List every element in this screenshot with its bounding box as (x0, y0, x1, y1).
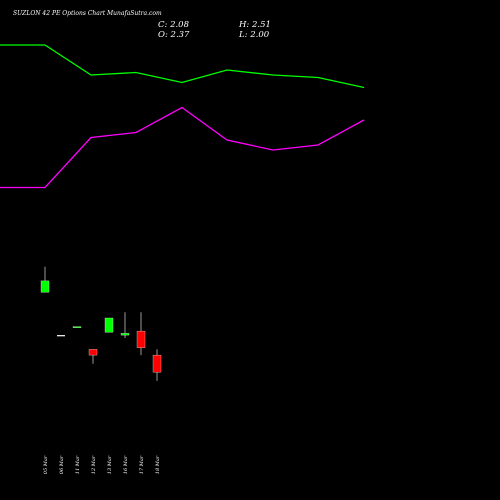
chart-title: SUZLON 42 PE Options Chart MunafaSutra.c… (13, 10, 162, 17)
candle-body (104, 317, 114, 333)
candle-body (136, 330, 146, 348)
indicator-lines (0, 44, 365, 189)
open-value: O: 2.37 (158, 30, 190, 40)
high-value: H: 2.51 (238, 20, 271, 30)
date-tick-label: 13 Mar (107, 455, 113, 474)
low-value: L: 2.00 (238, 30, 270, 40)
date-tick-label: 17 Mar (139, 455, 145, 474)
candle-body (57, 335, 65, 337)
candle-body (40, 280, 50, 293)
date-tick-label: 12 Mar (91, 455, 97, 474)
date-tick-label: 06 Mar (59, 455, 65, 474)
date-tick-label: 16 Mar (123, 455, 129, 474)
indicator-line-bottom (0, 106, 365, 189)
candles (40, 266, 162, 381)
date-tick-label: 05 Mar (43, 455, 49, 474)
candle-body (88, 349, 98, 356)
candle-body (120, 333, 130, 336)
close-value: C: 2.08 (158, 20, 190, 30)
date-tick-label: 18 Mar (155, 455, 161, 474)
indicator-line-top (0, 44, 365, 89)
date-axis: 05 Mar 06 Mar 11 Mar 12 Mar 13 Mar 16 Mar 17 M… (43, 455, 161, 474)
candle-body (152, 354, 162, 373)
date-tick-label: 11 Mar (75, 455, 81, 474)
candle-body (72, 326, 82, 328)
